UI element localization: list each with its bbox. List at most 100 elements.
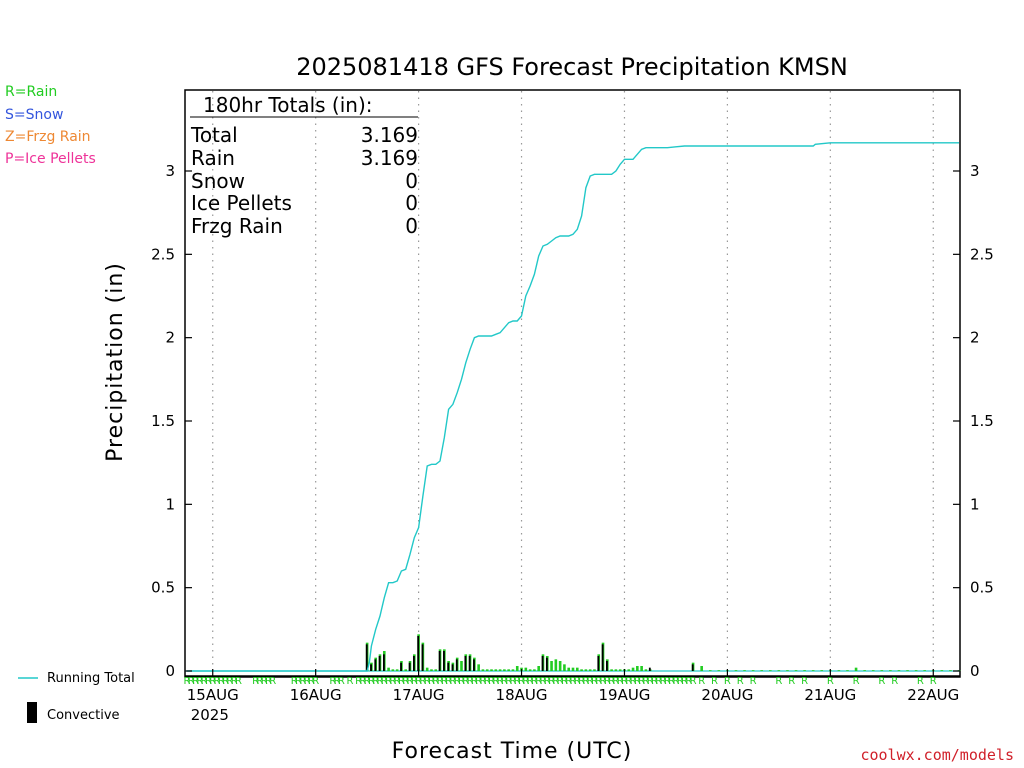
- precip-bar-27: [481, 669, 485, 671]
- y-tick-label-left-4: 2: [165, 329, 175, 347]
- precip-bar-62: [631, 667, 635, 671]
- precip-type-marker-36: R: [389, 676, 396, 687]
- x-tick-sublabel-0: 2025: [191, 706, 229, 724]
- precip-bar-29: [490, 669, 493, 671]
- precip-bar-82: [820, 670, 824, 671]
- type-legend-ice-pellets: P=Ice Pellets: [5, 151, 96, 167]
- convective-bar-20: [597, 656, 600, 671]
- precip-type-marker-91: R: [625, 676, 632, 687]
- precip-type-marker-25: R: [334, 676, 341, 687]
- convective-bar-0: [365, 644, 368, 671]
- precip-bar-14: [425, 667, 429, 671]
- precip-type-marker-58: R: [484, 676, 491, 687]
- totals-frzg-label: Frzg Rain: [191, 214, 283, 238]
- precip-type-marker-92: R: [630, 676, 637, 687]
- precip-type-marker-102: R: [672, 676, 679, 687]
- y-tick-label-right-5: 2.5: [970, 245, 994, 263]
- x-tick-label-6: 21AUG: [804, 686, 856, 704]
- type-legend-snow: S=Snow: [5, 107, 63, 123]
- precip-type-marker-118: R: [891, 676, 898, 687]
- convective-bar-14: [455, 659, 458, 671]
- precip-bar-46: [563, 664, 566, 671]
- precip-type-marker-31: R: [368, 676, 375, 687]
- precip-type-marker-104: R: [681, 676, 688, 687]
- totals-ice-value: 0: [405, 191, 418, 215]
- convective-bar-17: [473, 659, 475, 671]
- precip-type-marker-30: R: [364, 676, 371, 687]
- convective-bar-19: [545, 657, 548, 671]
- convective-bar-22: [606, 661, 608, 671]
- precip-type-marker-41: R: [411, 676, 418, 687]
- precip-bar-61: [627, 669, 631, 671]
- x-tick-label-5: 20AUG: [701, 686, 753, 704]
- x-tick-label-7: 22AUG: [907, 686, 959, 704]
- precip-bar-73: [743, 670, 746, 671]
- precip-bar-93: [914, 670, 918, 671]
- precip-type-marker-10: R: [226, 676, 233, 687]
- precip-bar-22: [460, 661, 463, 671]
- precip-bar-48: [571, 667, 575, 671]
- convective-legend-swatch: [27, 702, 37, 723]
- series-legend: Running Total Convective: [18, 671, 135, 723]
- precip-type-marker-89: R: [617, 676, 624, 687]
- precip-bar-64: [640, 666, 643, 671]
- precip-bar-34: [511, 669, 515, 671]
- precip-type-marker-42: R: [415, 676, 422, 687]
- precip-type-marker-79: R: [574, 676, 581, 687]
- precip-bar-39: [533, 669, 536, 671]
- precip-type-marker-22: R: [308, 676, 315, 687]
- totals-header: 180hr Totals (in):: [203, 93, 373, 117]
- precip-bar-59: [618, 669, 622, 671]
- precip-type-marker-19: R: [295, 676, 302, 687]
- convective-bar-11: [443, 651, 445, 671]
- precip-bar-57: [610, 669, 613, 671]
- precip-bar-79: [794, 670, 798, 671]
- precip-bar-16: [434, 669, 438, 671]
- precip-type-marker-16: R: [265, 676, 272, 687]
- precip-bar-80: [803, 670, 806, 671]
- precip-type-marker-51: R: [454, 676, 461, 687]
- type-legend: R=Rain S=Snow Z=Frzg Rain P=Ice Pellets: [5, 84, 96, 167]
- precip-type-marker-100: R: [664, 676, 671, 687]
- precip-bar-70: [717, 670, 721, 671]
- convective-bar-6: [408, 662, 411, 671]
- precip-type-marker-47: R: [437, 676, 444, 687]
- y-tick-label-right-1: 0.5: [970, 579, 994, 597]
- y-tick-label-left-1: 0.5: [151, 579, 175, 597]
- precip-bar-30: [494, 669, 498, 671]
- totals-ice-label: Ice Pellets: [191, 191, 292, 215]
- x-tick-label-2: 17AUG: [393, 686, 445, 704]
- y-tick-label-right-0: 0: [970, 662, 980, 680]
- precip-type-marker-70: R: [535, 676, 542, 687]
- precip-type-marker-64: R: [509, 676, 516, 687]
- precip-bar-94: [923, 670, 926, 671]
- precip-bar-33: [507, 669, 510, 671]
- precip-type-marker-54: R: [467, 676, 474, 687]
- precip-type-marker-8: R: [218, 676, 225, 687]
- precip-type-marker-40: R: [407, 676, 414, 687]
- precip-type-marker-27: R: [347, 676, 354, 687]
- precip-type-marker-73: R: [548, 676, 555, 687]
- precip-bar-40: [537, 666, 540, 671]
- x-tick-label-0: 15AUG: [187, 686, 239, 704]
- type-legend-rain: R=Rain: [5, 84, 57, 100]
- y-tick-label-left-2: 1: [165, 495, 175, 513]
- precip-type-marker-5: R: [205, 676, 212, 687]
- precip-bar-65: [644, 669, 648, 671]
- precip-type-marker-20: R: [299, 676, 306, 687]
- precip-bar-84: [837, 670, 841, 671]
- precip-type-marker-84: R: [595, 676, 602, 687]
- plot-frame: [184, 89, 961, 678]
- y-tick-label-right-3: 1.5: [970, 412, 994, 430]
- x-tick-label-1: 16AUG: [290, 686, 342, 704]
- running-total-legend-label: Running Total: [47, 671, 135, 686]
- precip-type-marker-69: R: [531, 676, 538, 687]
- precip-type-marker-103: R: [677, 676, 684, 687]
- precip-type-marker-105: R: [685, 676, 692, 687]
- y-tick-label-left-6: 3: [165, 162, 175, 180]
- precip-type-marker-113: R: [788, 676, 795, 687]
- precip-type-marker-117: R: [878, 676, 885, 687]
- precip-type-marker-115: R: [827, 676, 834, 687]
- precip-type-marker-77: R: [565, 676, 572, 687]
